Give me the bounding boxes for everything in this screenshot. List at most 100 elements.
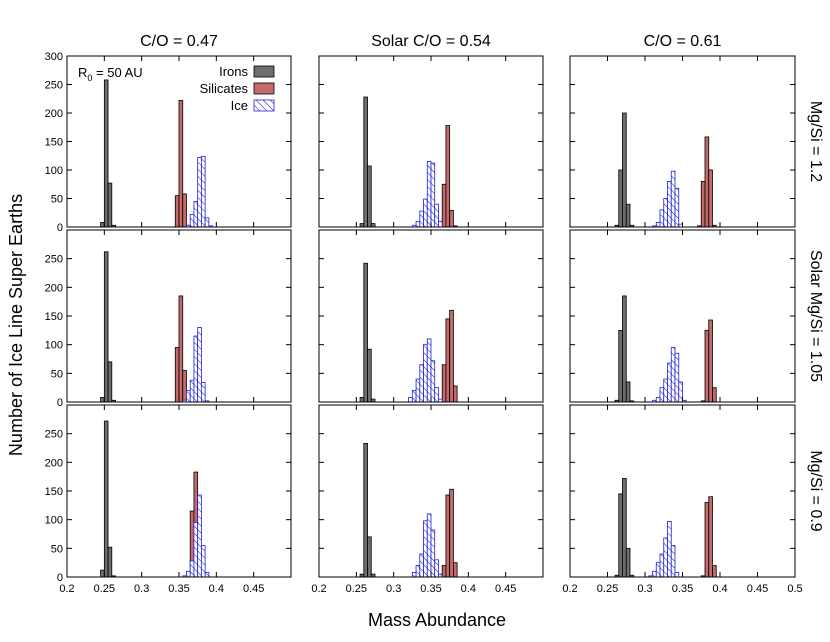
silicates-bar	[445, 125, 451, 228]
ice-bar	[419, 364, 424, 403]
y-tick-label: 150	[45, 311, 63, 323]
x-tick-label: 0.5	[787, 583, 802, 595]
legend-ice-swatch	[253, 99, 275, 112]
irons-bar	[370, 223, 376, 228]
silicates-bar	[704, 329, 710, 403]
silicates-bar	[700, 180, 706, 228]
ice-bar	[434, 559, 439, 578]
y-tick-label: 250	[45, 254, 63, 266]
ice-bar	[189, 214, 195, 228]
y-tick-label: 300	[45, 51, 63, 63]
x-tick-label: 0.35	[168, 583, 189, 595]
silicates-bar	[441, 565, 447, 578]
y-tick-label: 0	[57, 397, 63, 409]
x-tick-label: 0.2	[59, 583, 74, 595]
ice-bar	[197, 494, 202, 578]
y-tick-label: 100	[45, 340, 63, 352]
x-tick-label: 0.3	[637, 583, 652, 595]
y-tick-label: 0	[57, 572, 63, 584]
irons-bar	[107, 361, 113, 403]
panel-frame	[66, 404, 292, 578]
irons-bar	[625, 203, 631, 228]
ice-bar	[655, 562, 661, 578]
ice-bar	[193, 200, 199, 228]
ice-bar	[408, 397, 413, 403]
x-tick-label: 0.2	[311, 583, 326, 595]
irons-bar	[363, 96, 368, 228]
panel-r2-c0: 0.2 0.25 0.3 0.35 0.4 0.45 0 50 100 150 200 250	[45, 404, 292, 595]
silicates-bar	[182, 370, 187, 403]
ice-bar	[667, 520, 672, 578]
legend: Irons Silicates Ice	[200, 64, 275, 113]
silicates-bar	[174, 195, 180, 228]
ice-bar	[193, 522, 199, 578]
irons-bar	[100, 397, 105, 403]
irons-bar	[625, 381, 631, 403]
silicates-bar	[712, 565, 717, 578]
ice-bar	[186, 390, 191, 403]
ice-bar	[430, 360, 436, 403]
silicates-bar	[178, 100, 184, 228]
silicates-bar	[452, 385, 458, 403]
irons-bar	[359, 223, 365, 228]
ice-bar	[667, 180, 672, 228]
row-label: Mg/Si = 1.2	[807, 101, 824, 182]
legend-silicates-label: Silicates	[200, 81, 249, 96]
x-tick-label: 0.4	[712, 583, 727, 595]
ice-bar	[423, 520, 428, 578]
y-tick-label: 200	[45, 282, 63, 294]
silicates-bar	[449, 488, 454, 578]
silicates-bar	[708, 319, 713, 403]
y-tick-label: 250	[45, 429, 63, 441]
y-tick-label: 50	[51, 368, 63, 380]
irons-bar	[103, 251, 109, 403]
ice-bar	[193, 335, 199, 403]
column-title: C/O = 0.61	[644, 33, 722, 50]
ice-bar	[426, 513, 432, 578]
y-tick-label: 50	[51, 194, 63, 206]
x-tick-label: 0.25	[597, 583, 618, 595]
ice-bar	[415, 378, 421, 403]
x-tick-label: 0.3	[386, 583, 401, 595]
ice-bar	[655, 397, 661, 403]
x-tick-label: 0.35	[420, 583, 441, 595]
irons-bar	[359, 397, 365, 403]
irons-bar	[625, 547, 631, 578]
irons-bar	[363, 443, 368, 578]
x-tick-label: 0.2	[562, 583, 577, 595]
panel-r2-c2: 0.2 0.25 0.3 0.35 0.4 0.45 0.5	[562, 404, 803, 595]
legend-irons-swatch	[253, 65, 275, 78]
y-tick-label: 150	[45, 137, 63, 149]
ice-bar	[655, 222, 661, 228]
silicates-bar	[182, 193, 187, 228]
silicates-bar	[445, 494, 451, 578]
ice-bar	[434, 203, 439, 228]
silicates-bar	[449, 210, 454, 228]
x-tick-label: 0.45	[495, 583, 516, 595]
ice-bar	[200, 382, 206, 403]
ice-bar	[674, 572, 680, 578]
ice-bar	[204, 217, 210, 228]
x-tick-label: 0.45	[747, 583, 768, 595]
ice-bar	[430, 162, 436, 228]
y-tick-label: 0	[57, 222, 63, 234]
ice-bar	[652, 570, 657, 578]
column-title: C/O = 0.47	[140, 33, 218, 50]
panel-frame	[569, 55, 796, 228]
column-title: Solar C/O = 0.54	[371, 33, 491, 50]
irons-bar	[100, 569, 105, 578]
panel-r0-c1	[318, 55, 544, 228]
silicates-bar	[441, 364, 447, 403]
irons-bar	[618, 493, 623, 578]
silicates-bar	[712, 387, 717, 403]
ice-bar	[197, 327, 202, 403]
labels-layer: Number of Ice Line Super Earths Mass Abu…	[6, 194, 506, 630]
x-tick-label: 0.45	[243, 583, 264, 595]
irons-bar	[103, 79, 109, 228]
row-label: Mg/Si = 0.9	[807, 450, 824, 531]
y-tick-label: 200	[45, 457, 63, 469]
irons-bar	[367, 348, 372, 403]
silicates-bar	[449, 309, 454, 403]
ice-bar	[663, 378, 668, 403]
